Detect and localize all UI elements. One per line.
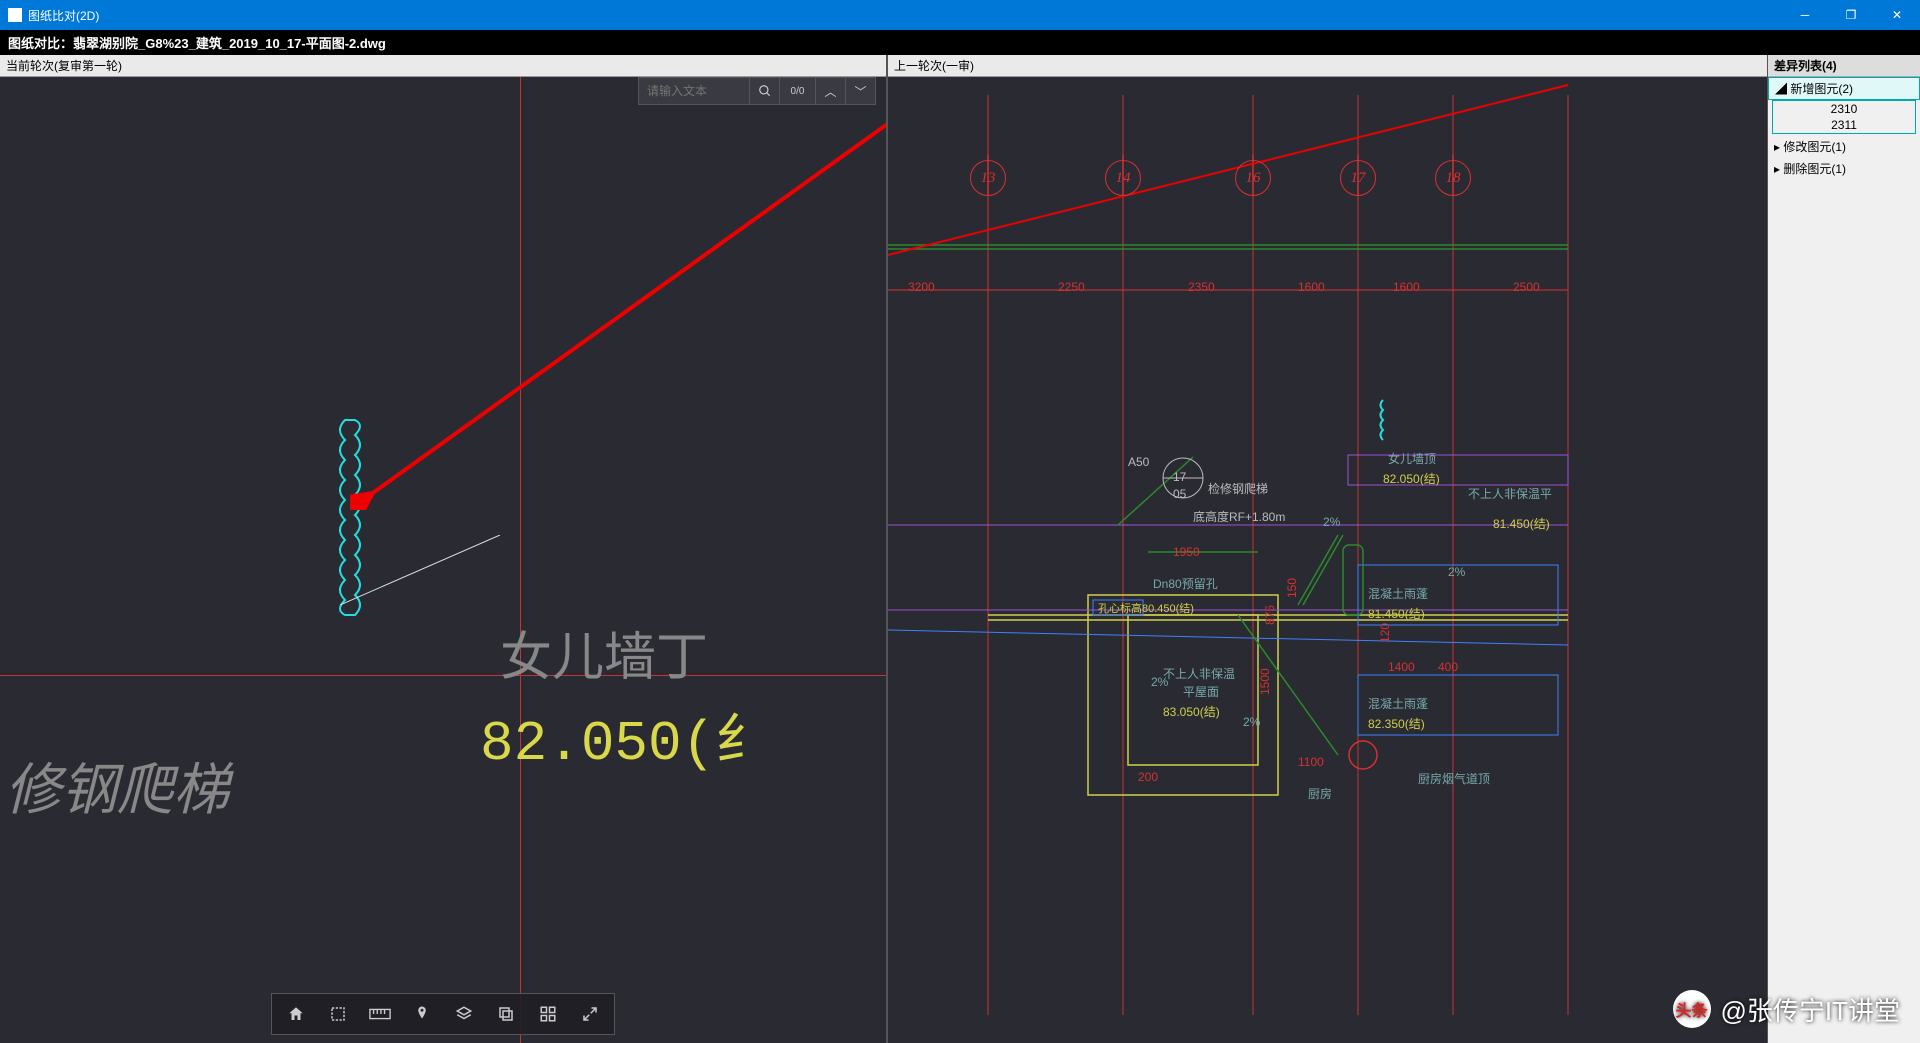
grid-bubble: 17 — [1340, 160, 1376, 196]
grid-bubble: 14 — [1105, 160, 1141, 196]
diff-item[interactable]: 2311 — [1773, 117, 1915, 133]
maximize-button[interactable]: ❐ — [1828, 0, 1874, 30]
cad-annotation: 厨房 — [1308, 785, 1332, 802]
cad-annotation: 05 — [1173, 487, 1186, 501]
search-prev-icon[interactable]: ︿ — [815, 78, 845, 104]
grid-bubble: 16 — [1235, 160, 1271, 196]
title-bar: 图纸比对(2D) ─ ❐ ✕ — [0, 0, 1920, 30]
cad-annotation: 混凝土雨蓬 — [1368, 695, 1428, 712]
cad-annotation: 混凝土雨蓬 — [1368, 585, 1428, 602]
left-canvas[interactable]: 0/0 ︿ ﹀ 女儿墙丁 82.050(纟 修钢爬梯 — [0, 55, 886, 1043]
cad-label-3: 修钢爬梯 — [5, 745, 229, 826]
diag-line — [340, 535, 510, 615]
left-pane: 当前轮次(复审第一轮) 0/0 ︿ ﹀ 女儿墙丁 82.050(纟 修钢爬梯 — [0, 55, 888, 1043]
expand-icon[interactable] — [570, 998, 610, 1030]
grid-bubble: 13 — [970, 160, 1006, 196]
filebar-prefix: 图纸对比： — [8, 36, 73, 51]
cad-annotation: 不上人非保温 — [1163, 665, 1235, 682]
cad-annotation: 底高度RF+1.80m — [1193, 508, 1285, 525]
grid-bubble: 18 — [1435, 160, 1471, 196]
right-pane-header: 上一轮次(一审) — [888, 55, 1767, 77]
cad-annotation: 检修钢爬梯 — [1208, 480, 1268, 497]
cad-annotation: 17 — [1173, 470, 1186, 484]
cad-annotation: 400 — [1438, 660, 1458, 674]
cad-annotation: 厨房烟气道顶 — [1418, 770, 1490, 787]
app-icon — [8, 8, 22, 22]
diff-group[interactable]: ▸ 删除图元(1) — [1768, 158, 1920, 180]
stack-icon[interactable] — [444, 998, 484, 1030]
cad-annotation: 82.050(结) — [1383, 470, 1440, 487]
ruler-icon[interactable] — [360, 998, 400, 1030]
watermark-logo: 头条 — [1673, 990, 1711, 1028]
diff-panel-header: 差异列表(4) — [1768, 55, 1920, 77]
diff-group[interactable]: ▸ 修改图元(1) — [1768, 136, 1920, 158]
cad-annotation: A50 — [1128, 455, 1149, 469]
right-canvas[interactable]: 13 14 16 17 18 3200 2250 2350 1600 1600 2500 女儿墙顶 8… — [888, 55, 1767, 1043]
file-bar: 图纸对比：翡翠湖别院_G8%23_建筑_2019_10_17-平面图-2.dwg — [0, 30, 1920, 55]
cad-annotation: 2% — [1323, 515, 1340, 529]
copy-icon[interactable] — [486, 998, 526, 1030]
cad-annotation: Dn80预留孔 — [1153, 575, 1218, 592]
diff-group[interactable]: ◢ 新增图元(2) — [1768, 77, 1920, 100]
grid-icon[interactable] — [528, 998, 568, 1030]
cad-annotation: 1950 — [1173, 545, 1200, 559]
cad-label-1: 女儿墙丁 — [500, 615, 708, 690]
annotation-arrow — [350, 110, 888, 510]
minimize-button[interactable]: ─ — [1782, 0, 1828, 30]
cad-annotation: 女儿墙顶 — [1388, 450, 1436, 467]
cad-label-2: 82.050(纟 — [480, 695, 771, 776]
watermark-text: @张传宁IT讲堂 — [1721, 991, 1901, 1028]
cad-annotation: 2% — [1243, 715, 1260, 729]
dimension-text: 3200 — [908, 280, 935, 294]
right-pane: 上一轮次(一审) — [888, 55, 1768, 1043]
cad-annotation: 83.050(结) — [1163, 703, 1220, 720]
cad-annotation: 不上人非保温平 — [1468, 485, 1552, 502]
search-icon[interactable] — [749, 78, 779, 104]
search-count: 0/0 — [779, 78, 815, 104]
cad-annotation: 875 — [1263, 605, 1277, 625]
close-button[interactable]: ✕ — [1874, 0, 1920, 30]
window-title: 图纸比对(2D) — [28, 7, 99, 24]
cad-annotation: 1400 — [1388, 660, 1415, 674]
dimension-text: 2350 — [1188, 280, 1215, 294]
cad-annotation: 120 — [1378, 623, 1392, 643]
gridline-h — [0, 675, 886, 676]
watermark: 头条 @张传宁IT讲堂 — [1673, 990, 1901, 1028]
cad-annotation: 150 — [1285, 578, 1299, 598]
cad-annotation: 200 — [1138, 770, 1158, 784]
home-icon[interactable] — [276, 998, 316, 1030]
dimension-text: 2500 — [1513, 280, 1540, 294]
cad-annotation: 平屋面 — [1183, 683, 1219, 700]
cad-annotation: 81.450(结) — [1368, 605, 1425, 622]
bottom-toolbar — [271, 993, 615, 1035]
diff-item[interactable]: 2310 — [1773, 101, 1915, 117]
dimension-text: 1600 — [1298, 280, 1325, 294]
cad-annotation: 1100 — [1298, 755, 1324, 769]
difference-panel: 差异列表(4) ◢ 新增图元(2)23102311 ▸ 修改图元(1)▸ 删除图元… — [1768, 55, 1920, 1043]
cad-annotation: 82.350(结) — [1368, 715, 1425, 732]
dimension-text: 2250 — [1058, 280, 1085, 294]
pin-icon[interactable] — [402, 998, 442, 1030]
cad-annotation: 孔心标高80.450(结) — [1098, 600, 1194, 616]
left-pane-header: 当前轮次(复审第一轮) — [0, 55, 886, 77]
dimension-text: 1600 — [1393, 280, 1420, 294]
search-next-icon[interactable]: ﹀ — [845, 78, 875, 104]
search-bar: 0/0 ︿ ﹀ — [638, 77, 876, 105]
search-input[interactable] — [639, 84, 749, 98]
cad-drawing — [888, 55, 1768, 1015]
cad-annotation: 1500 — [1258, 668, 1272, 695]
cad-annotation: 2% — [1448, 565, 1465, 579]
cad-annotation: 81.450(结) — [1493, 515, 1550, 532]
filebar-filename: 翡翠湖别院_G8%23_建筑_2019_10_17-平面图-2.dwg — [73, 36, 386, 51]
region-icon[interactable] — [318, 998, 358, 1030]
